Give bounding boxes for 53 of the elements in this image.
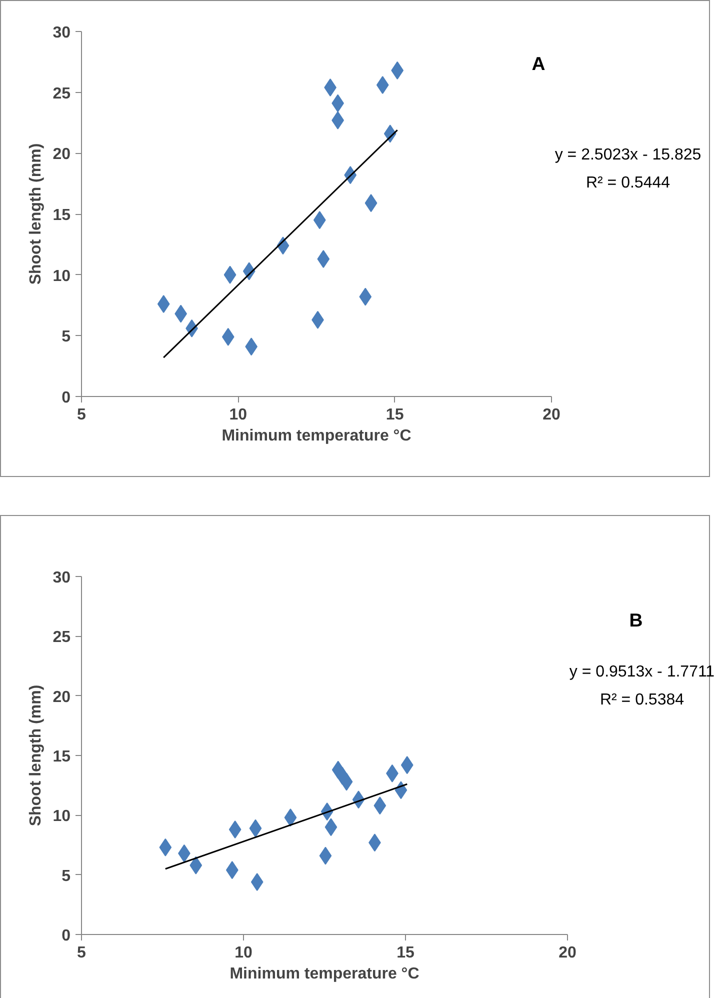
point: [340, 772, 353, 791]
y-tick-label: 30: [52, 24, 71, 42]
y-tick-label: 0: [62, 390, 71, 406]
point: [228, 820, 242, 838]
x-axis-title: Minimum temperature °C: [222, 428, 412, 444]
text: R² = 0.5444: [586, 174, 670, 194]
point: [376, 76, 389, 94]
point: [391, 61, 404, 80]
point: [224, 266, 236, 284]
point: [226, 861, 238, 880]
point: [190, 856, 202, 874]
point: [249, 819, 262, 838]
x-tick-label: 10: [234, 944, 252, 962]
y-axis-title: Shoot length (mm): [28, 143, 45, 285]
y-tick-label: 20: [52, 688, 71, 706]
point: [222, 328, 234, 346]
x-tick-label: 15: [386, 406, 404, 424]
y-tick-label: 20: [52, 146, 71, 164]
y-tick-label: 5: [62, 868, 71, 885]
point: [250, 872, 264, 891]
text: B: [629, 608, 643, 633]
text: y = 0.9513x - 1.7711: [569, 662, 715, 683]
point: [359, 288, 372, 306]
point: [324, 818, 338, 836]
text: y = 2.5023x - 15.825: [554, 146, 702, 166]
x-tick-label: 20: [542, 406, 560, 424]
point: [319, 846, 332, 865]
x-tick-label: 5: [77, 406, 86, 424]
point: [313, 211, 326, 230]
y-tick-label: 30: [52, 570, 71, 586]
point: [157, 295, 170, 314]
x-tick-label: 10: [229, 406, 248, 424]
annotation: A: [532, 53, 546, 74]
point: [159, 838, 172, 856]
y-tick-label: 0: [62, 928, 71, 944]
x-tick-label: 5: [77, 944, 86, 962]
x-axis-title: Minimum temperature °C: [230, 966, 420, 982]
point: [364, 194, 378, 212]
y-axis-title: Shoot length (mm): [28, 684, 45, 826]
text: R² = 0.5384: [600, 690, 684, 711]
x-tick-label: 15: [396, 944, 414, 962]
y-tick-label: 10: [52, 268, 71, 285]
point: [284, 808, 297, 827]
point: [374, 796, 386, 815]
y-tick-label: 10: [52, 808, 71, 826]
y-tick-label: 5: [62, 328, 71, 346]
point: [317, 250, 330, 268]
y-tick-label: 15: [52, 748, 71, 766]
y-tick-label: 25: [52, 85, 71, 102]
point: [400, 756, 414, 774]
y-tick-label: 25: [52, 629, 71, 646]
y-tick-label: 15: [52, 207, 71, 224]
x-tick-label: 20: [558, 944, 576, 962]
